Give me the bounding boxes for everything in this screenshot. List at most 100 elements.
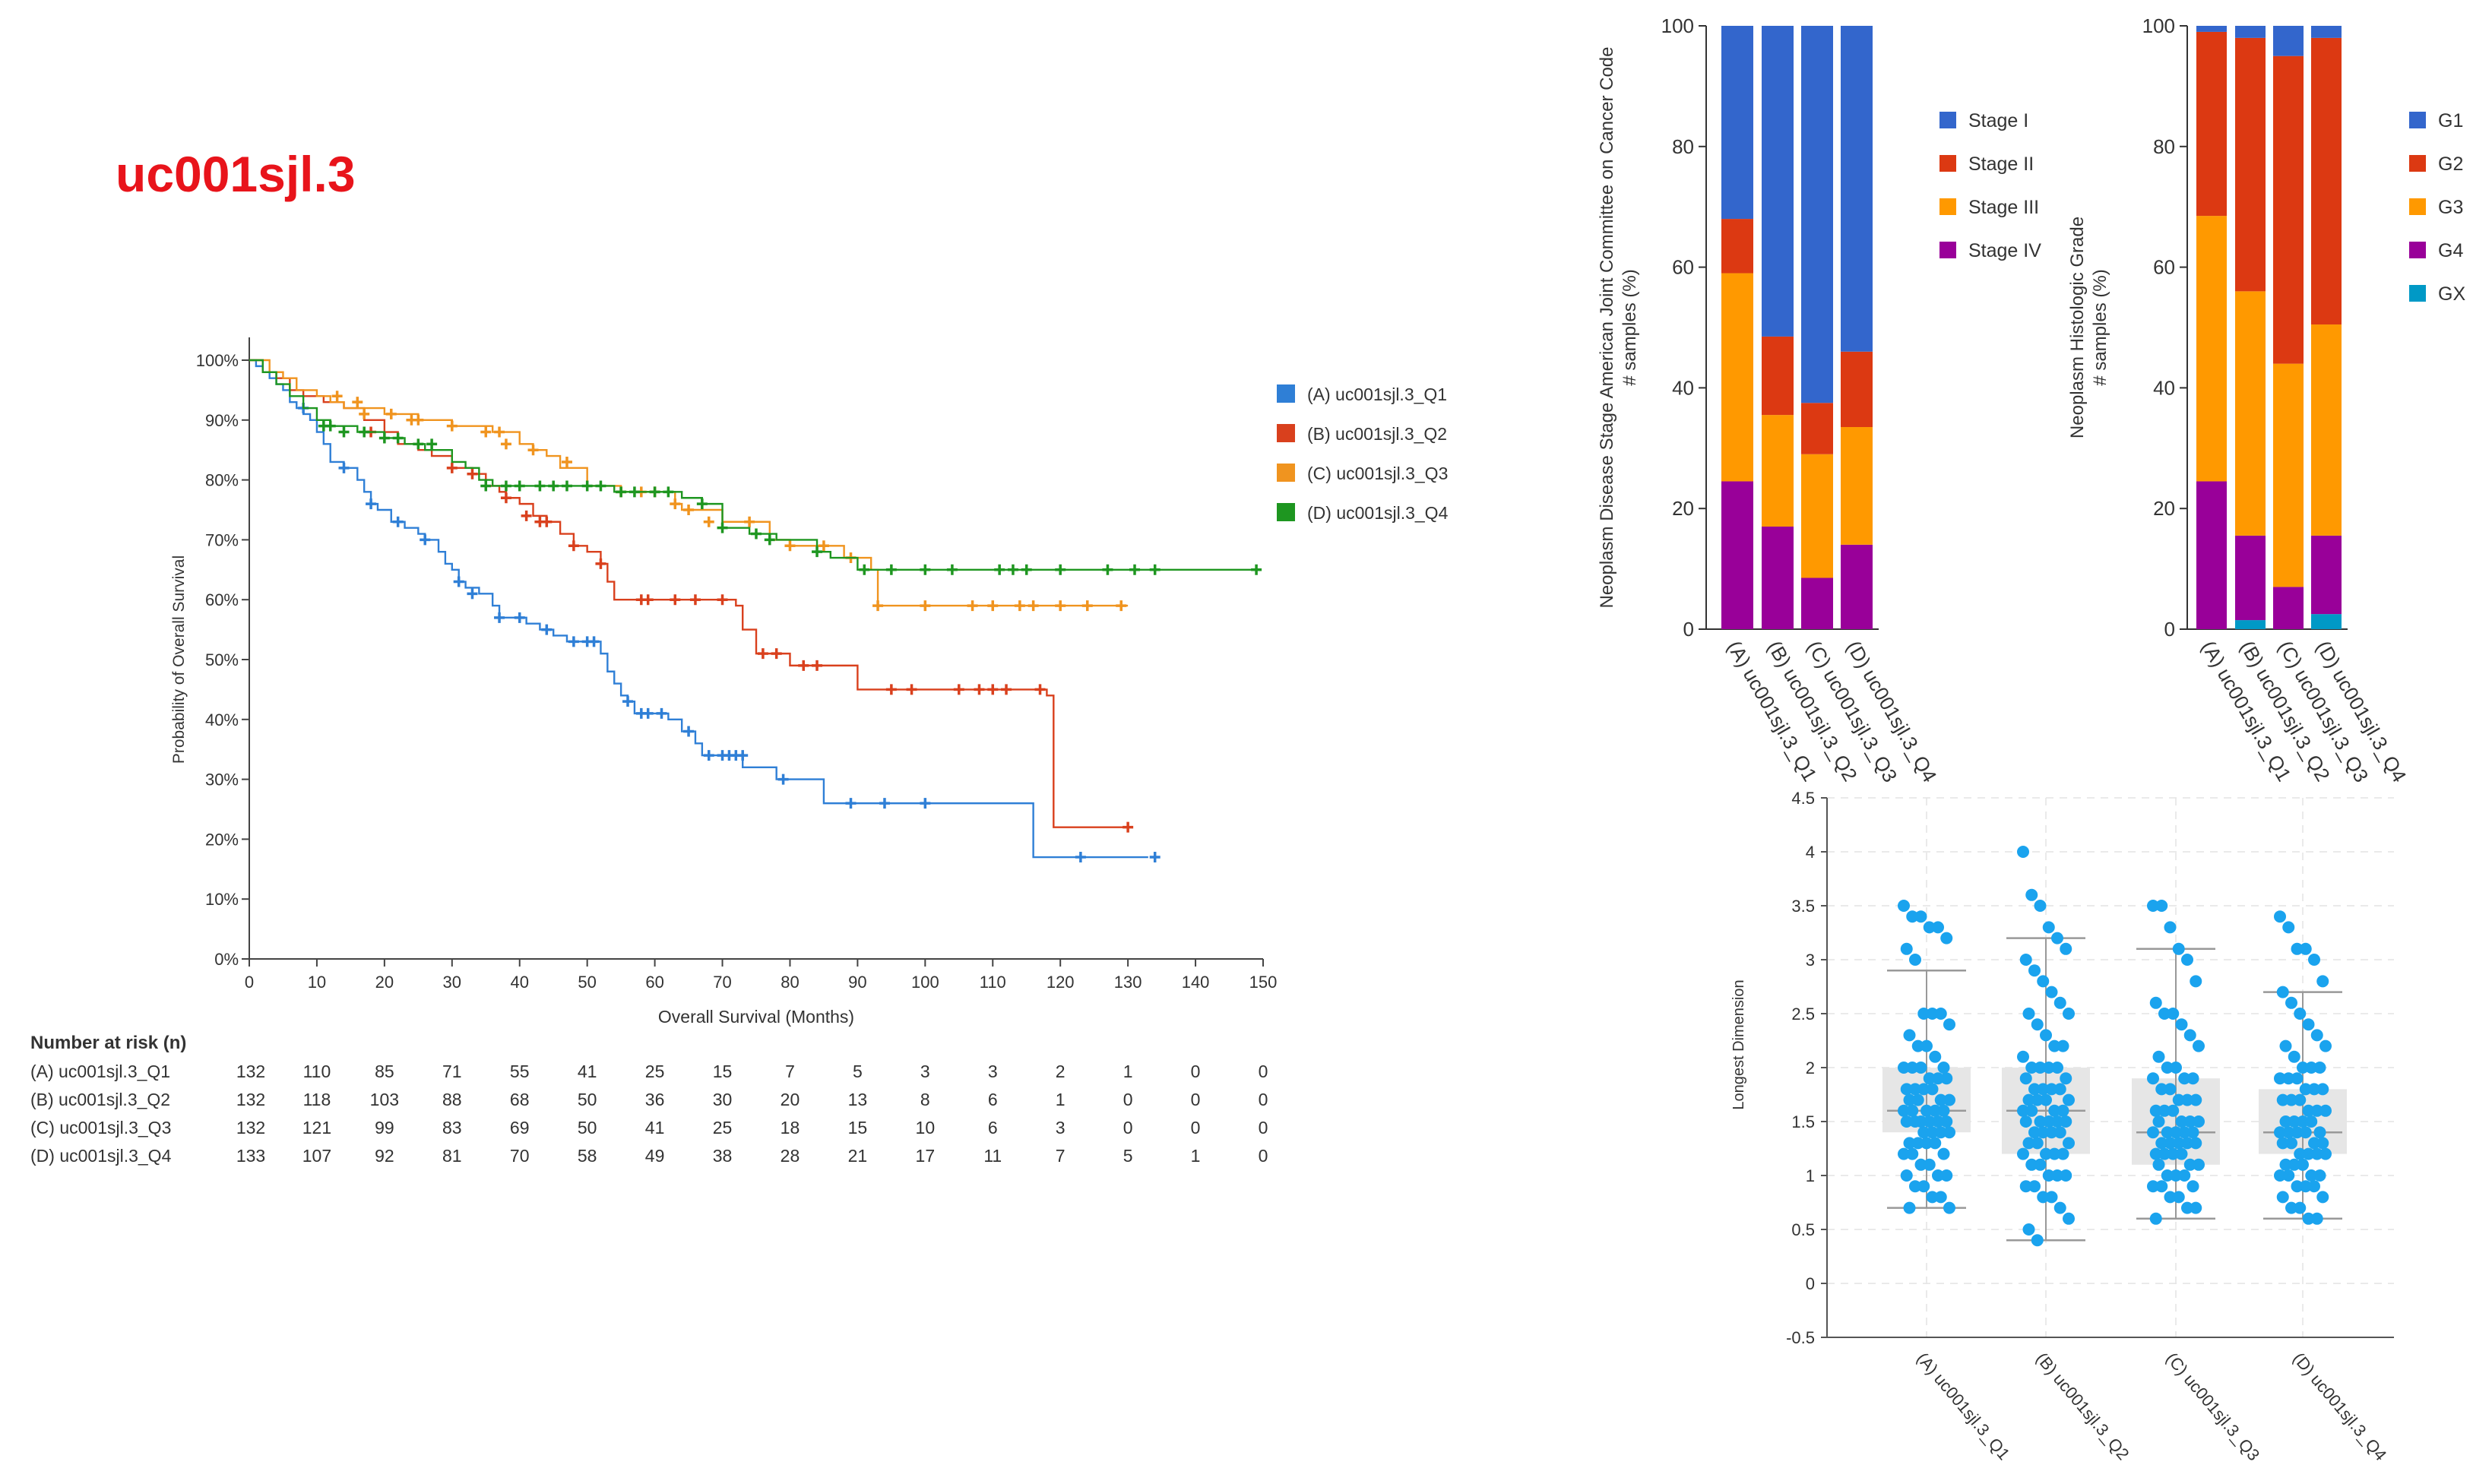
km-x-tick-label: 110 bbox=[980, 973, 1006, 992]
risk-row-label: (C) uc001sjl.3_Q3 bbox=[30, 1118, 171, 1138]
dims-point bbox=[2285, 1093, 2297, 1106]
stack-y-tick-label: 60 bbox=[1672, 256, 1694, 279]
dims-point bbox=[1932, 1169, 1944, 1182]
km-censor-mark bbox=[385, 408, 397, 419]
dims-point bbox=[1914, 1158, 1927, 1171]
stack-bar-segment bbox=[1801, 577, 1833, 629]
dims-point bbox=[2172, 1093, 2185, 1106]
stack-legend-label: Stage II bbox=[1968, 153, 2034, 175]
risk-cell: 5 bbox=[1123, 1146, 1133, 1166]
stack-y-tick-label: 40 bbox=[2153, 376, 2175, 399]
stack-legend-label: Stage III bbox=[1968, 197, 2039, 218]
km-censor-mark bbox=[777, 774, 789, 785]
dims-point bbox=[1903, 1029, 1916, 1042]
km-legend-label: (D) uc001sjl.3_Q4 bbox=[1307, 503, 1449, 523]
dims-point bbox=[2313, 1126, 2326, 1139]
dims-point bbox=[1911, 1039, 1924, 1052]
km-censor-mark bbox=[392, 516, 404, 527]
dims-point bbox=[1914, 910, 1927, 923]
risk-cell: 0 bbox=[1191, 1090, 1201, 1109]
stack-y-axis-label: Neoplasm Disease Stage American Joint Co… bbox=[1597, 46, 1617, 608]
dims-y-axis-label: Longest Dimension bbox=[1730, 979, 1747, 1109]
km-censor-mark bbox=[649, 486, 660, 498]
km-x-tick-label: 90 bbox=[848, 973, 866, 992]
dims-point bbox=[2305, 1169, 2318, 1182]
km-censor-mark bbox=[541, 516, 553, 527]
dims-point bbox=[2028, 964, 2041, 977]
dims-point bbox=[2060, 1115, 2072, 1128]
km-censor-mark bbox=[974, 684, 985, 695]
dims-point bbox=[2164, 1137, 2177, 1150]
stack-legend-swatch bbox=[1939, 198, 1956, 215]
km-x-tick-label: 0 bbox=[245, 973, 254, 992]
stack-y-tick-label: 40 bbox=[1672, 376, 1694, 399]
risk-cell: 38 bbox=[713, 1146, 733, 1166]
km-censor-mark bbox=[812, 660, 823, 671]
risk-cell: 7 bbox=[785, 1062, 795, 1081]
dims-point bbox=[1898, 1062, 1910, 1074]
dims-point bbox=[1906, 1104, 1919, 1117]
dims-point bbox=[2276, 1137, 2289, 1150]
dims-point bbox=[1934, 1093, 1947, 1106]
dims-point bbox=[2181, 1137, 2193, 1150]
km-chart: 0% 10% 20% 30% 40% 50% 60% 70% 80% 90% 100% 0 10 20 30… bbox=[170, 337, 1449, 1027]
stack-y-axis-label: # samples (%) bbox=[1620, 269, 1640, 385]
risk-cell: 69 bbox=[510, 1118, 530, 1138]
dims-point bbox=[2274, 1072, 2286, 1085]
stack-bar-segment bbox=[2311, 324, 2342, 536]
km-censor-mark bbox=[784, 540, 796, 552]
km-censor-mark bbox=[378, 432, 390, 444]
dims-point bbox=[1929, 1104, 1942, 1117]
dims-point bbox=[2181, 1093, 2193, 1106]
stack-bar-segment bbox=[1762, 415, 1794, 527]
dims-point bbox=[2042, 1062, 2055, 1074]
km-censor-mark bbox=[426, 438, 438, 450]
km-censor-mark bbox=[561, 456, 572, 467]
stack-bar-segment bbox=[1721, 273, 1753, 482]
stack-y-tick-label: 0 bbox=[2164, 618, 2175, 641]
page-title: uc001sjl.3 bbox=[116, 146, 356, 202]
km-censor-mark bbox=[920, 798, 931, 809]
km-y-tick-label: 20% bbox=[205, 830, 239, 849]
dims-point bbox=[2152, 1050, 2165, 1063]
dims-point bbox=[2190, 975, 2202, 988]
risk-cell: 0 bbox=[1191, 1118, 1201, 1138]
km-censor-mark bbox=[446, 462, 458, 473]
dims-point bbox=[2319, 1147, 2332, 1160]
dims-point bbox=[1911, 1137, 1924, 1150]
dims-point bbox=[2034, 1158, 2047, 1171]
dims-point bbox=[2040, 1147, 2052, 1160]
km-censor-mark bbox=[588, 636, 600, 647]
dims-y-tick-label: -0.5 bbox=[1786, 1328, 1815, 1347]
km-censor-mark bbox=[467, 468, 478, 479]
km-y-axis-label: Probability of Overall Survival bbox=[170, 555, 188, 764]
dims-point bbox=[2282, 921, 2295, 934]
dims-point bbox=[2040, 1029, 2052, 1042]
risk-cell: 132 bbox=[236, 1062, 265, 1081]
dims-point bbox=[2190, 1093, 2202, 1106]
dims-point bbox=[2285, 1137, 2297, 1150]
km-y-tick-label: 100% bbox=[196, 351, 239, 370]
km-censor-mark bbox=[413, 438, 424, 450]
km-censor-mark bbox=[595, 558, 606, 569]
km-censor-mark bbox=[413, 414, 424, 426]
km-censor-mark bbox=[561, 480, 572, 492]
dims-point bbox=[1900, 1083, 1913, 1096]
dims-point bbox=[2031, 1018, 2044, 1031]
km-x-tick-label: 140 bbox=[1182, 973, 1210, 992]
risk-row-label: (B) uc001sjl.3_Q2 bbox=[30, 1090, 170, 1109]
km-censor-mark bbox=[392, 432, 404, 444]
dims-point bbox=[2045, 986, 2058, 998]
stack-y-tick-label: 20 bbox=[2153, 497, 2175, 520]
km-y-tick-label: 30% bbox=[205, 770, 239, 789]
dims-point bbox=[2319, 1104, 2332, 1117]
km-censor-mark bbox=[568, 636, 579, 647]
km-censor-mark bbox=[1102, 564, 1113, 575]
km-censor-mark bbox=[642, 707, 654, 719]
dims-point bbox=[2028, 1083, 2041, 1096]
dims-point bbox=[1937, 1147, 1950, 1160]
km-censor-mark bbox=[689, 594, 701, 606]
dims-point bbox=[2316, 1191, 2329, 1204]
risk-cell: 15 bbox=[713, 1062, 733, 1081]
km-x-tick-label: 120 bbox=[1047, 973, 1075, 992]
